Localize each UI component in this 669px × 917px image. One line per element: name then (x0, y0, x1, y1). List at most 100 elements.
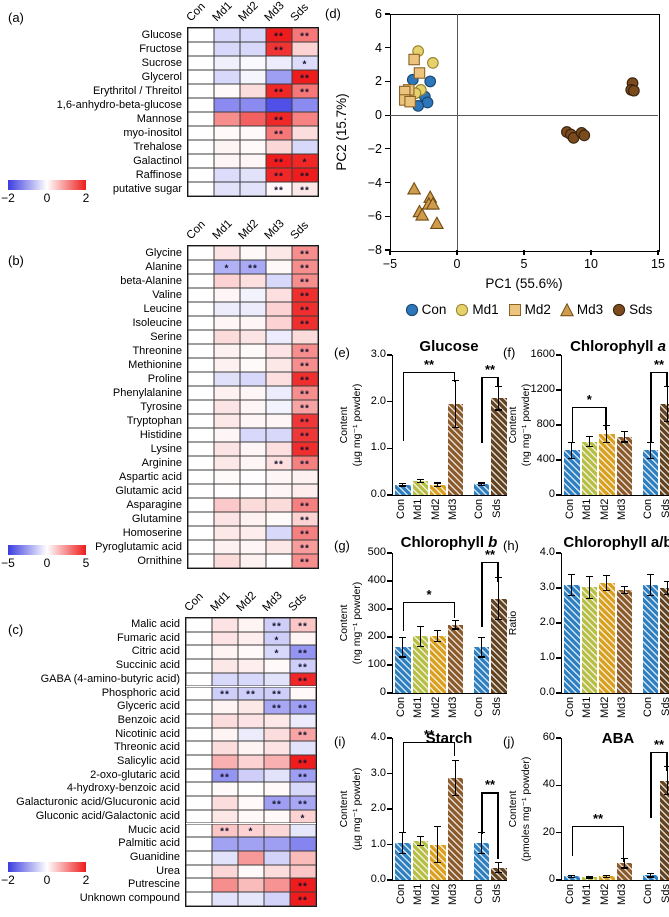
plot-area: ** ** (561, 737, 669, 881)
significance-marker: ** (300, 291, 310, 303)
heatmap-cell (266, 70, 292, 84)
heatmap-cell (290, 837, 316, 851)
error-bar (480, 482, 482, 486)
row-label: putative sugar (112, 183, 182, 195)
sig-bracket-leg (453, 741, 456, 757)
y-axis-label-line: Content (338, 604, 350, 642)
heatmap-cell (266, 484, 292, 498)
heatmap-cell: ** (290, 645, 316, 659)
y-tick-mark (387, 608, 392, 610)
heatmap-cell (188, 400, 214, 414)
error-bar (606, 575, 608, 591)
legend-item: Md3 (559, 302, 603, 317)
legend-label: Con (421, 302, 447, 317)
heatmap-cell (240, 274, 266, 288)
bar (430, 635, 446, 693)
heatmap-cell (266, 554, 292, 568)
heatmap-cell: ** (290, 796, 316, 810)
y-axis-label-line: (ng mg⁻¹ powder) (351, 581, 364, 665)
heatmap-cell (238, 727, 264, 742)
error-cap (620, 441, 628, 443)
legend-item: Sds (612, 302, 652, 317)
legend-marker-triangle-icon (559, 302, 574, 316)
heatmap-cell (212, 782, 238, 797)
row-label: GABA (4-amino-butyric acid) (40, 672, 180, 685)
heatmap-cell: ** (290, 892, 316, 906)
error-bar (649, 442, 651, 459)
heatmap-cell (240, 498, 266, 512)
error-bar (437, 482, 439, 487)
heatmap-cell: ** (292, 526, 318, 540)
error-cap (620, 431, 628, 433)
significance-marker: ** (220, 826, 230, 838)
heatmap-cell (292, 330, 318, 344)
error-cap (495, 386, 503, 388)
x-tick-label: Md3 (616, 884, 628, 906)
significance-marker: * (302, 157, 308, 169)
significance-marker: ** (300, 445, 310, 457)
heatmap-cell (212, 864, 238, 879)
heatmap-cell (238, 768, 264, 783)
y-tick-mark (387, 808, 392, 810)
heatmap-cell (240, 330, 266, 344)
heatmap-cell (214, 98, 240, 112)
heatmap-cell (212, 755, 238, 769)
heatmap-cell: ** (266, 456, 292, 470)
significance-marker: * (274, 648, 280, 660)
significance-marker: ** (298, 676, 308, 688)
bar (447, 777, 463, 880)
heatmap-cell (266, 330, 292, 344)
row-label: Salicylic acid (117, 755, 180, 767)
heatmap-cell (214, 414, 240, 428)
x-tick-label: Con (642, 884, 654, 905)
colorbar-tick-label: −2 (1, 191, 15, 205)
heatmap-cell (264, 892, 290, 906)
y-axis-label-line: (ng mg⁻¹ powder) (520, 383, 533, 467)
sig-bracket-line (571, 406, 607, 408)
row-label: Citric acid (131, 645, 180, 658)
sig-bracket-leg (453, 371, 456, 383)
heatmap-cell: ** (266, 84, 292, 98)
panel-label-i: (i) (334, 734, 346, 749)
y-tick-label: 0 (548, 488, 555, 500)
significance-marker: * (248, 826, 254, 838)
heatmap-cell (214, 456, 240, 470)
legend-item: Md1 (455, 302, 499, 317)
heatmap-cell (214, 288, 240, 302)
heatmap-cell (188, 316, 214, 330)
significance-marker: ** (300, 375, 310, 387)
bar (616, 863, 632, 880)
heatmap-cell (212, 741, 238, 755)
y-tick-mark (556, 737, 561, 739)
heatmap-cell (240, 512, 266, 526)
error-bar (588, 576, 590, 599)
sig-bracket-line (481, 561, 499, 563)
error-cap (568, 874, 576, 876)
error-cap (434, 640, 442, 642)
error-bar (667, 766, 669, 795)
error-cap (620, 867, 628, 869)
error-cap (495, 409, 503, 411)
heatmap-cell (240, 288, 266, 302)
heatmap-cell (214, 140, 240, 154)
y-tick-label: 2.0 (370, 802, 386, 814)
row-label: Galacturonic acid/Glucuronic acid (16, 796, 180, 809)
row-label: Threonine (132, 345, 182, 357)
heatmap-cell (214, 274, 240, 288)
heatmap-cell (186, 686, 212, 701)
y-tick-label: 4 (375, 40, 382, 55)
bar (642, 875, 658, 880)
panel-label-f: (f) (503, 345, 516, 360)
error-bar (588, 436, 590, 447)
colorbar-tick-label: 0 (43, 873, 51, 887)
heatmap-cell (266, 540, 292, 554)
heatmap-cell (214, 470, 240, 484)
error-bar (454, 380, 456, 428)
x-tick-label: Con (563, 884, 576, 905)
significance-marker: ** (246, 689, 256, 701)
heatmap-cell (240, 302, 266, 316)
y-tick-label: 2.0 (370, 394, 386, 407)
bar (447, 624, 463, 693)
y-tick-mark (387, 737, 392, 739)
